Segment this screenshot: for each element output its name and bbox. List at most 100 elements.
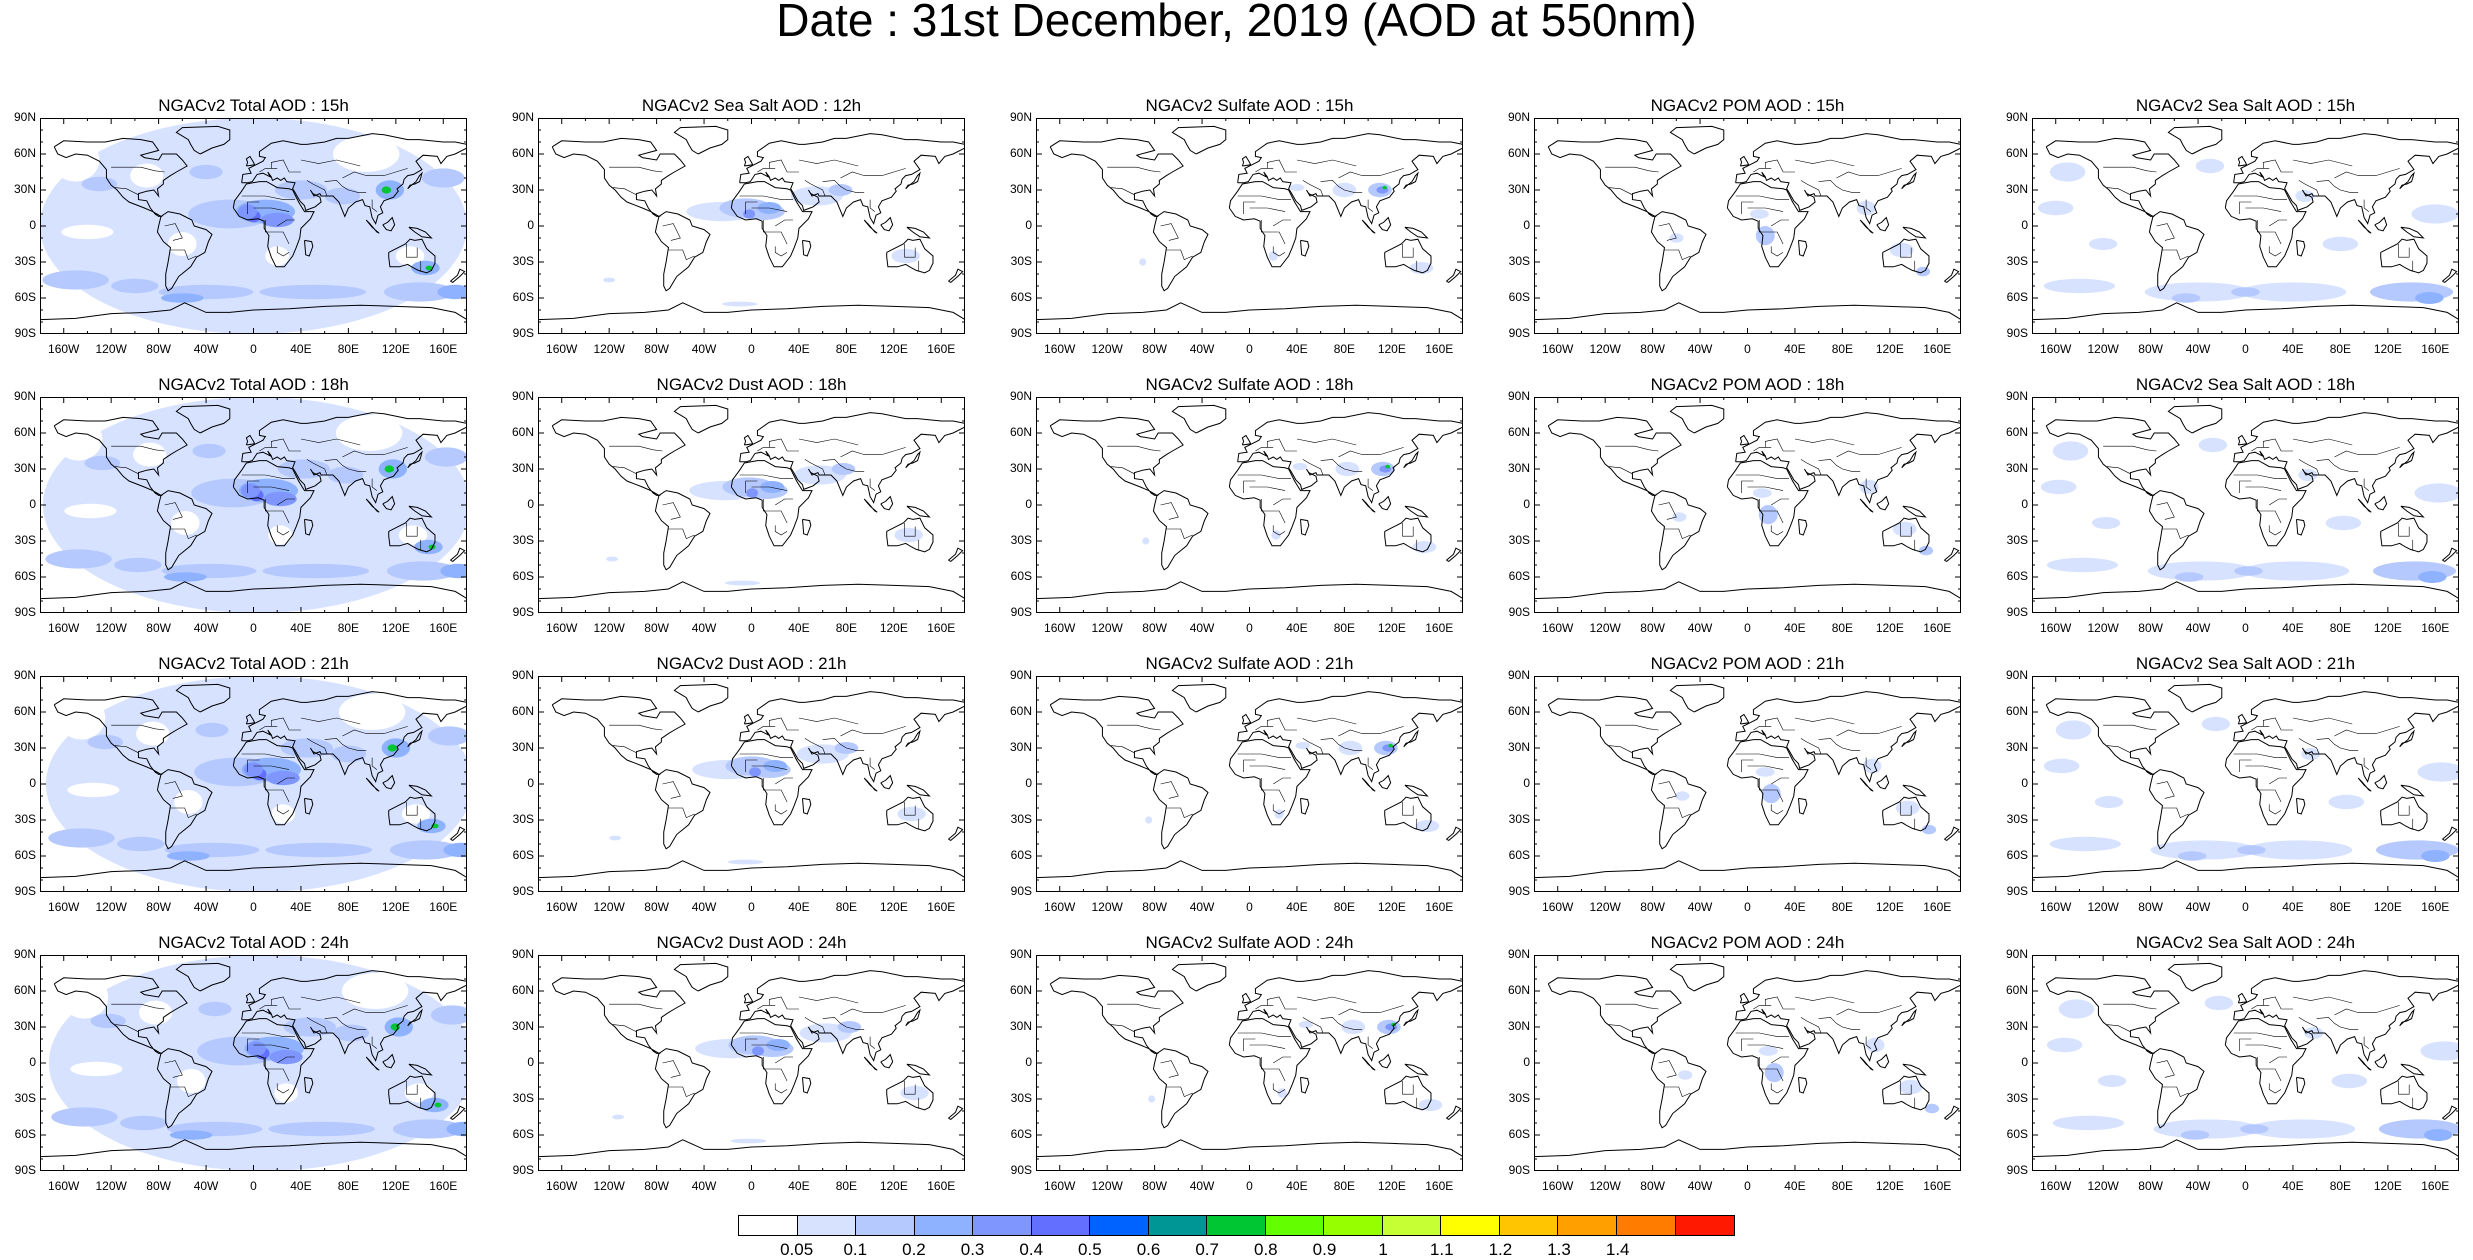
- lat-tick-label: 60N: [511, 146, 534, 160]
- colorbar-box: [1265, 1216, 1325, 1235]
- country-border: [371, 1036, 378, 1049]
- coastline: [1534, 860, 1961, 879]
- tick-marks: [2032, 118, 2459, 334]
- lon-tick-label: 40W: [193, 342, 219, 356]
- lon-tick-label: 0: [1246, 342, 1253, 356]
- coastline: [1669, 683, 1725, 713]
- coastlines: [538, 962, 965, 1158]
- lon-tick-label: 0: [2242, 1179, 2249, 1193]
- lon-tick-label: 120W: [1589, 342, 1621, 356]
- lon-tick-label: 40E: [1286, 1179, 1308, 1193]
- lat-tick-label: 60N: [2005, 704, 2028, 718]
- coastline: [739, 412, 965, 504]
- coastline: [450, 268, 466, 283]
- country-border: [2239, 201, 2252, 214]
- lon-tick-label: 80E: [2329, 621, 2352, 635]
- coastline: [1049, 974, 1184, 1054]
- country-border: [247, 480, 260, 493]
- colorbar-label: 0.3: [960, 1240, 985, 1259]
- aod-field-blob: [1145, 816, 1153, 824]
- lat-tick-label: 0: [1025, 776, 1032, 790]
- coastline: [1152, 769, 1209, 850]
- tick-marks: [1036, 676, 1463, 892]
- lat-tick-label: 90N: [13, 389, 36, 403]
- lat-tick-label: 30S: [1010, 533, 1032, 547]
- coastline: [2224, 739, 2307, 826]
- country-border: [1402, 802, 1414, 816]
- country-border: [2363, 1036, 2370, 1049]
- coastline: [245, 992, 256, 1004]
- lat-tick-label: 30S: [1010, 1091, 1032, 1105]
- colorbar-label: 1.2: [1488, 1240, 1513, 1259]
- lon-tick-label: 160W: [48, 621, 80, 635]
- coastline: [802, 239, 812, 257]
- country-border: [2334, 726, 2400, 737]
- aod-field-blob: [120, 1115, 168, 1131]
- country-border: [751, 765, 788, 770]
- aod-field-blob: [1892, 521, 1917, 537]
- aod-field: [606, 463, 923, 586]
- coastline: [2442, 547, 2458, 562]
- coastline: [1152, 211, 1209, 292]
- lon-tick-label: 40E: [1784, 900, 1806, 914]
- colorbar-label: 0.5: [1078, 1240, 1102, 1259]
- country-border: [342, 726, 408, 737]
- lat-tick-label: 90N: [1009, 110, 1032, 124]
- colorbar-box: [1499, 1216, 1559, 1235]
- country-border: [1367, 757, 1374, 770]
- lat-tick-label: 60S: [2006, 1127, 2028, 1141]
- lat-tick-label: 0: [29, 1055, 36, 1069]
- country-border: [2298, 738, 2320, 755]
- aod-field-blob: [2234, 566, 2263, 576]
- country-border: [2398, 802, 2410, 816]
- coastline: [1404, 505, 1429, 518]
- coastline: [1902, 226, 1927, 239]
- lon-tick-label: 120E: [1875, 1179, 1904, 1193]
- aod-field-blob: [401, 804, 431, 824]
- country-border: [1794, 996, 1855, 1004]
- tick-marks: [40, 955, 467, 1171]
- aod-field-blob: [51, 138, 100, 182]
- coastline: [388, 238, 436, 274]
- aod-field-blob: [330, 745, 367, 763]
- tick-marks: [40, 397, 467, 613]
- country-border: [2156, 502, 2175, 520]
- lat-tick-label: 60S: [1010, 848, 1032, 862]
- country-border: [768, 438, 799, 452]
- aod-field-blob: [2153, 1119, 2261, 1139]
- country-border: [2316, 738, 2359, 751]
- country-border: [2269, 777, 2288, 785]
- lat-tick-label: 30N: [1507, 1019, 1530, 1033]
- country-border: [164, 1060, 183, 1078]
- coastline: [1378, 774, 1392, 790]
- country-border: [2156, 781, 2175, 799]
- country-border: [1255, 168, 1274, 173]
- coastline: [2380, 1075, 2428, 1111]
- lon-tick-label: 0: [2242, 621, 2249, 635]
- country-border: [840, 447, 906, 458]
- country-border: [757, 1005, 776, 1010]
- lon-tick-label: 120E: [1377, 900, 1406, 914]
- coastline: [880, 216, 894, 232]
- country-border: [798, 438, 859, 446]
- aod-field-blob: [1921, 824, 1937, 835]
- lon-tick-label: 160W: [1044, 1179, 1076, 1193]
- country-border: [1237, 1032, 1292, 1037]
- country-border: [2156, 223, 2175, 241]
- lon-tick-label: 120E: [381, 621, 410, 635]
- lon-tick-label: 40E: [2282, 621, 2304, 635]
- coastline: [905, 1008, 921, 1027]
- country-border: [2239, 759, 2252, 772]
- aod-field: [43, 397, 467, 613]
- country-border: [1266, 438, 1297, 452]
- country-border: [253, 207, 290, 212]
- aod-field-blob: [268, 525, 293, 545]
- country-border: [1243, 1038, 1256, 1051]
- lon-tick-label: 40E: [290, 342, 312, 356]
- panel-title: NGACv2 Total AOD : 21h: [158, 654, 349, 673]
- coastline: [739, 970, 965, 1062]
- panel-title: NGACv2 Sulfate AOD : 18h: [1145, 375, 1354, 394]
- coastline: [408, 784, 433, 797]
- aod-field-blob: [437, 284, 467, 300]
- lon-tick-label: 0: [250, 621, 257, 635]
